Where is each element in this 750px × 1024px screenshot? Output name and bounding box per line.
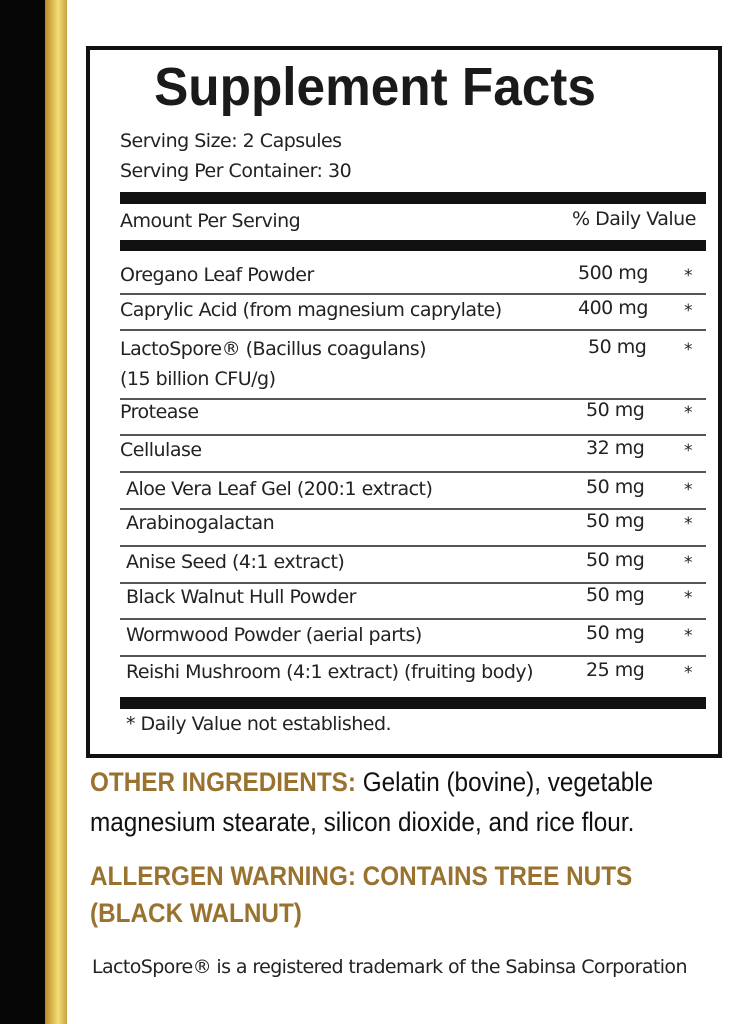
allergen-warning-line2: (BLACK WALNUT) xyxy=(90,898,302,928)
ingredient-name: Anise Seed (4:1 extract) xyxy=(126,551,345,573)
row-divider xyxy=(120,582,706,584)
ingredient-amount: 32 mg xyxy=(586,437,645,459)
row-divider xyxy=(120,329,706,331)
thick-divider xyxy=(120,697,706,709)
supplement-facts-panel xyxy=(86,46,722,758)
ingredient-amount: 50 mg xyxy=(586,549,645,571)
daily-value-header: % Daily Value xyxy=(572,208,696,230)
row-divider xyxy=(120,434,706,436)
ingredient-amount: 25 mg xyxy=(586,659,645,681)
black-side-strip xyxy=(0,0,45,1024)
ingredient-name-line2: (15 billion CFU/g) xyxy=(120,368,276,390)
row-divider xyxy=(120,293,706,295)
daily-value-asterisk: * xyxy=(684,588,693,608)
daily-value-asterisk: * xyxy=(684,480,693,500)
ingredient-amount: 50 mg xyxy=(586,476,645,498)
other-ingredients-line2: magnesium stearate, silicon dioxide, and… xyxy=(90,807,635,837)
ingredient-amount: 50 mg xyxy=(586,622,645,644)
serving-size: Serving Size: 2 Capsules xyxy=(120,130,342,152)
ingredient-amount: 50 mg xyxy=(586,399,645,421)
allergen-warning: ALLERGEN WARNING: CONTAINS TREE NUTS xyxy=(90,861,633,891)
daily-value-asterisk: * xyxy=(684,403,693,423)
servings-per-container: Serving Per Container: 30 xyxy=(120,160,352,182)
row-divider xyxy=(120,471,706,473)
daily-value-asterisk: * xyxy=(684,266,693,286)
ingredient-name: Arabinogalactan xyxy=(126,512,275,534)
row-divider xyxy=(120,545,706,547)
daily-value-asterisk: * xyxy=(684,553,693,573)
amount-per-serving-header: Amount Per Serving xyxy=(120,210,301,232)
daily-value-asterisk: * xyxy=(684,663,693,683)
ingredient-name: Black Walnut Hull Powder xyxy=(126,586,356,608)
daily-value-asterisk: * xyxy=(684,301,693,321)
daily-value-asterisk: * xyxy=(684,626,693,646)
ingredient-amount: 500 mg xyxy=(578,262,648,284)
ingredient-amount: 50 mg xyxy=(586,510,645,532)
ingredient-name: Wormwood Powder (aerial parts) xyxy=(126,624,422,646)
row-divider xyxy=(120,655,706,657)
ingredient-name: LactoSpore® (Bacillus coagulans) xyxy=(120,338,427,360)
row-divider xyxy=(120,508,706,510)
panel-title: Supplement Facts xyxy=(154,57,596,117)
ingredient-name: Cellulase xyxy=(120,439,202,461)
daily-value-asterisk: * xyxy=(684,514,693,534)
row-divider xyxy=(120,398,706,400)
daily-value-asterisk: * xyxy=(684,340,693,360)
thick-divider xyxy=(120,240,706,251)
other-ingredients-label: OTHER INGREDIENTS: xyxy=(90,767,356,797)
daily-value-asterisk: * xyxy=(684,441,693,461)
gold-side-strip xyxy=(45,0,67,1024)
thick-divider xyxy=(120,192,706,204)
ingredient-amount: 50 mg xyxy=(588,336,647,358)
ingredient-name: Reishi Mushroom (4:1 extract) (fruiting … xyxy=(126,661,534,683)
ingredient-amount: 50 mg xyxy=(586,584,645,606)
ingredient-name: Oregano Leaf Powder xyxy=(120,264,314,286)
other-ingredients: OTHER INGREDIENTS: Gelatin (bovine), veg… xyxy=(90,767,653,798)
row-divider xyxy=(120,618,706,620)
footnote: * Daily Value not established. xyxy=(126,713,392,735)
ingredient-name: Aloe Vera Leaf Gel (200:1 extract) xyxy=(126,478,433,500)
trademark-notice: LactoSpore® is a registered trademark of… xyxy=(92,956,688,978)
ingredient-amount: 400 mg xyxy=(578,297,648,319)
ingredient-name: Caprylic Acid (from magnesium caprylate) xyxy=(120,299,502,321)
ingredient-name: Protease xyxy=(120,401,199,423)
other-ingredients-text: Gelatin (bovine), vegetable xyxy=(355,767,654,797)
